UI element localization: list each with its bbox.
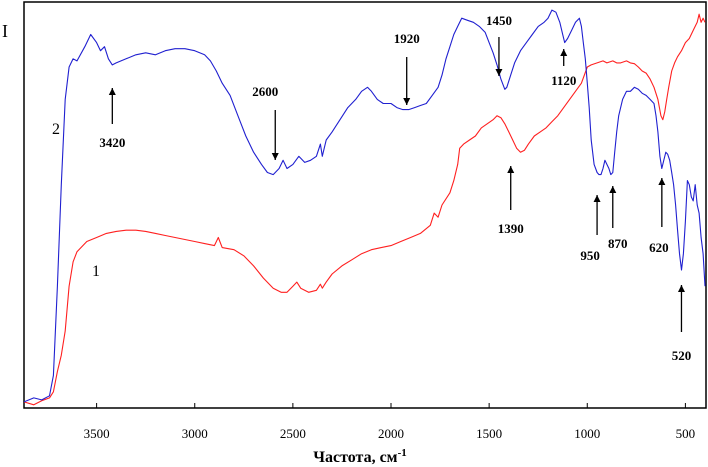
annotation-2600: 2600 [252,84,279,160]
x-tick-label: 1000 [574,426,600,441]
x-tick-label: 1500 [476,426,502,441]
axes: 3500 3000 2500 2000 1500 1000 500 [23,1,707,441]
annotation-arrow-head [108,88,116,95]
annotation-520: 520 [672,285,692,363]
annotation-1390: 1390 [498,166,524,236]
annotation-620: 620 [649,178,669,255]
annotation-arrow-head [403,98,411,105]
x-axis-title: Частота, см-1 [313,447,407,466]
annotation-1120: 1120 [551,49,576,88]
annotation-label: 1120 [551,73,576,88]
annotation-layer: 3420 2600 1920 1450 1120 1390 950 870 620 520 [99,13,691,363]
annotation-arrow-head [658,178,666,185]
annotation-arrow-head [507,166,515,173]
annotation-label: 620 [649,240,669,255]
series-label-2: 2 [52,121,60,138]
series-line-2 [23,9,706,403]
annotation-label: 1390 [498,221,524,236]
x-tick-label: 500 [676,426,696,441]
annotation-1450: 1450 [486,13,512,76]
annotation-870: 870 [608,186,628,251]
annotation-950: 950 [580,195,601,263]
x-axis-title-superscript: -1 [398,447,407,459]
series-layer: 12 [23,9,706,406]
annotation-label: 870 [608,236,628,251]
x-tick-label: 2000 [378,426,404,441]
annotation-label: 520 [672,348,692,363]
annotation-label: 2600 [252,84,278,99]
x-tick-label: 2500 [280,426,306,441]
plot-frame [23,1,707,409]
annotation-arrow-head [271,153,279,160]
annotation-label: 950 [580,248,600,263]
annotation-arrow-head [495,69,503,76]
annotation-3420: 3420 [99,88,125,150]
series-label-1: 1 [92,263,100,280]
x-tick-label: 3500 [84,426,110,441]
x-tick-label: 3000 [182,426,208,441]
annotation-arrow-head [560,49,568,56]
annotation-label: 1920 [394,31,420,46]
annotation-arrow-head [677,285,685,292]
annotation-arrow-head [609,186,617,193]
annotation-arrow-head [593,195,601,202]
annotation-label: 1450 [486,13,512,28]
annotation-1920: 1920 [394,31,420,105]
annotation-label: 3420 [99,135,125,150]
x-axis-title-main: Частота, см [313,449,397,466]
y-axis-title: I [2,21,8,41]
series-line-1 [23,13,706,406]
